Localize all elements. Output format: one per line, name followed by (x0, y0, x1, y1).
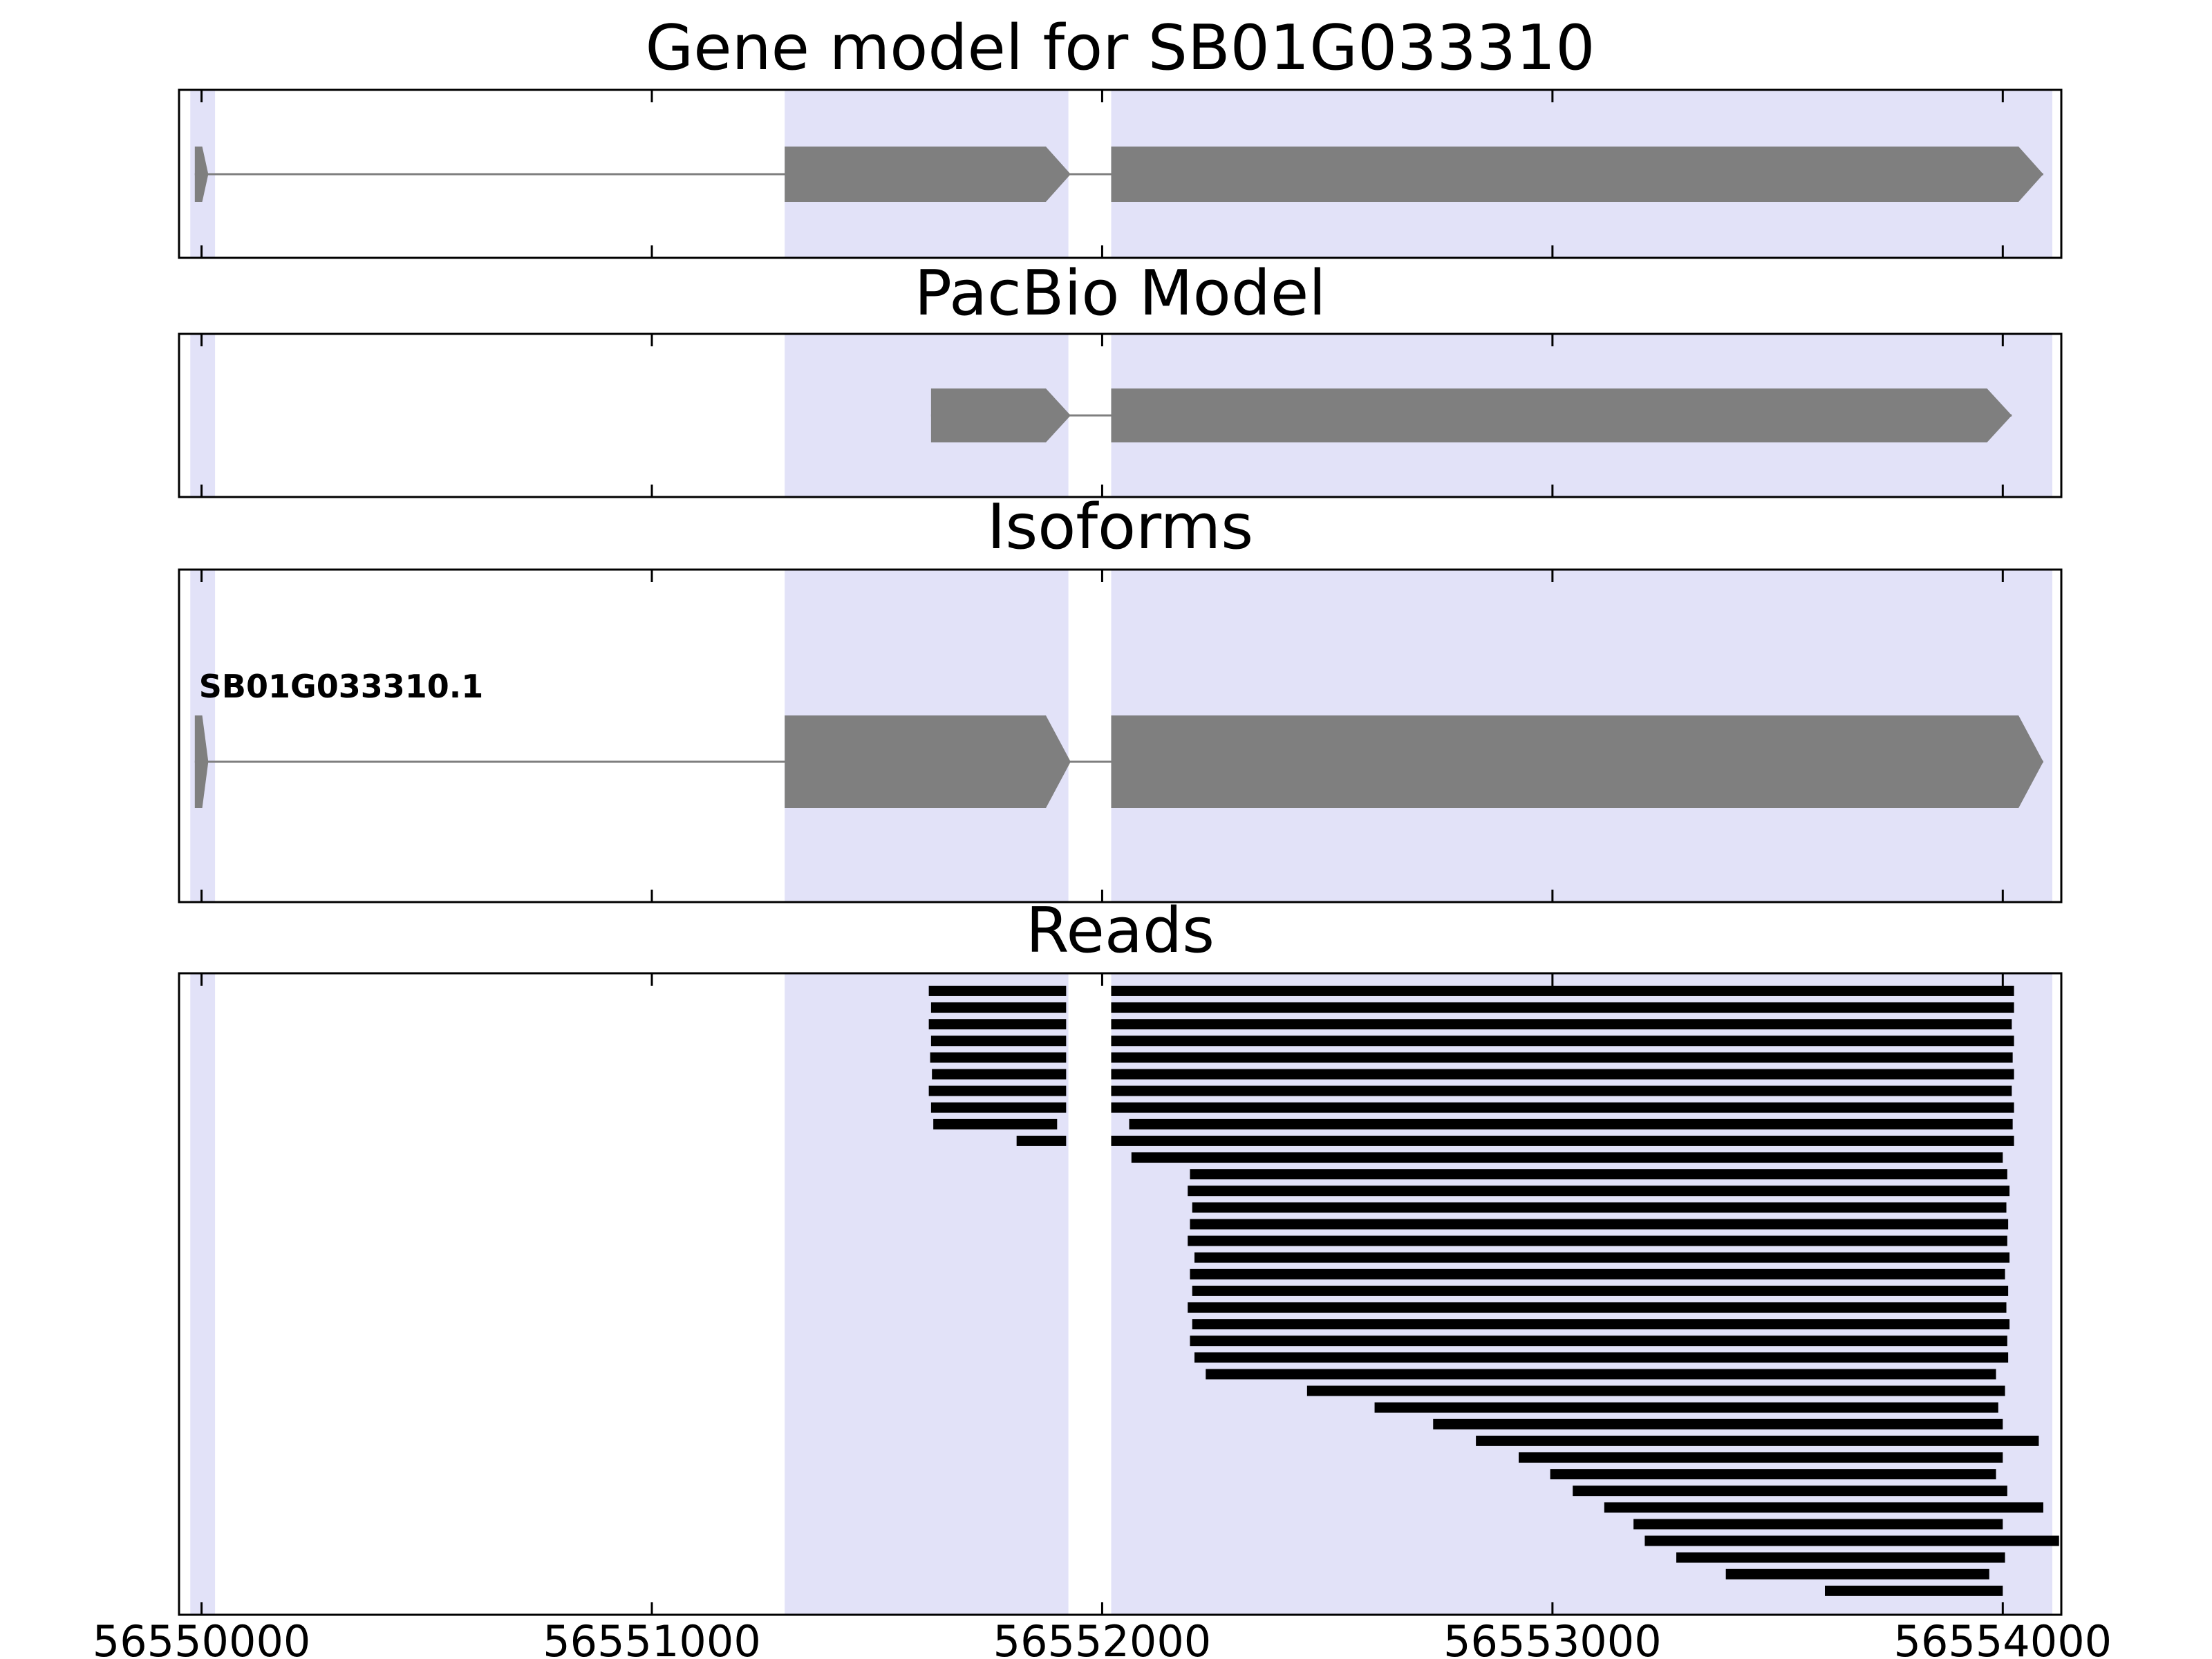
panel-border (178, 88, 2063, 259)
read-bar (1633, 1519, 2003, 1530)
highlight-region (190, 334, 216, 497)
read-bar (1573, 1485, 2007, 1497)
read-bar (1190, 1268, 2005, 1280)
exon-arrow (194, 147, 209, 202)
read-bar (1188, 1302, 2007, 1313)
read-bar (1111, 986, 2014, 996)
gene_model-panel (178, 88, 2063, 259)
isoform-label: SB01G033310.1 (199, 668, 483, 705)
read-bar (930, 1052, 1067, 1063)
read-bar (928, 1019, 1067, 1030)
read-bar (930, 1102, 1067, 1113)
read-bar (1374, 1402, 1998, 1413)
pacbio-model-panel-title: PacBio Model (914, 257, 1327, 330)
x-axis-tick-label: 56554000 (1893, 1616, 2112, 1659)
read-bar (1111, 1002, 2014, 1013)
panel-border (178, 332, 2063, 498)
gene-model-panel-title: Gene model for SB01G033310 (645, 12, 1595, 84)
read-bar (1433, 1418, 2003, 1430)
read-bar (1550, 1469, 1996, 1480)
exon-arrow (785, 147, 1071, 202)
read-bar (1824, 1585, 2003, 1596)
read-bar (1111, 1069, 2014, 1080)
x-axis-tick-label: 56550000 (92, 1616, 311, 1659)
reads-panel-title: Reads (1025, 894, 1215, 967)
read-bar (1129, 1118, 2013, 1130)
exon-arrow (930, 388, 1071, 442)
read-bar (1725, 1568, 1989, 1580)
read-bar (930, 1035, 1067, 1047)
read-bar (928, 1085, 1067, 1096)
read-bar (1111, 1135, 2014, 1146)
exon-arrow (194, 715, 209, 808)
read-bar (928, 986, 1067, 996)
exon-arrow (785, 715, 1071, 808)
reads-panel (178, 972, 2063, 1616)
read-bar (1111, 1085, 2012, 1096)
isoforms-panel-title: Isoforms (986, 491, 1254, 563)
read-bar (1194, 1252, 2010, 1263)
read-bar (933, 1118, 1058, 1130)
read-bar (1194, 1352, 2009, 1363)
read-bar (1190, 1335, 2007, 1347)
x-axis-tick-label: 56551000 (543, 1616, 761, 1659)
read-bar (1111, 1035, 2014, 1047)
read-bar (1111, 1052, 2013, 1063)
read-bar (1192, 1285, 2009, 1296)
read-bar (1644, 1535, 2059, 1546)
read-bar (930, 1002, 1067, 1013)
read-bar (1190, 1169, 2007, 1180)
exon-arrow (1111, 388, 2012, 442)
exon-arrow (1111, 147, 2043, 202)
read-bar (1188, 1235, 2007, 1246)
read-bar (1192, 1319, 2010, 1330)
read-bar (1476, 1435, 2039, 1446)
read-bar (1604, 1502, 2043, 1513)
read-bar (1306, 1385, 2005, 1396)
read-bar (1190, 1219, 2009, 1230)
panel-border (178, 568, 2063, 903)
read-bar (1188, 1185, 2010, 1197)
read-bar (932, 1069, 1067, 1080)
x-axis-tick-label: 56552000 (993, 1616, 1212, 1659)
read-bar (1016, 1135, 1067, 1146)
highlight-region (785, 973, 1069, 1615)
highlight-region (190, 973, 216, 1615)
panel-border (178, 972, 2063, 1616)
isoforms-panel: SB01G033310.1 (178, 568, 2063, 903)
read-bar (1519, 1452, 2003, 1463)
read-bar (1111, 1102, 2014, 1113)
pacbio_model-panel (178, 332, 2063, 498)
read-bar (1206, 1369, 1996, 1380)
read-bar (1111, 1019, 2012, 1030)
read-bar (1131, 1152, 2003, 1163)
read-bar (1192, 1202, 2007, 1213)
x-axis-tick-label: 56553000 (1443, 1616, 1662, 1659)
read-bar (1676, 1552, 2005, 1563)
exon-arrow (1111, 715, 2043, 808)
